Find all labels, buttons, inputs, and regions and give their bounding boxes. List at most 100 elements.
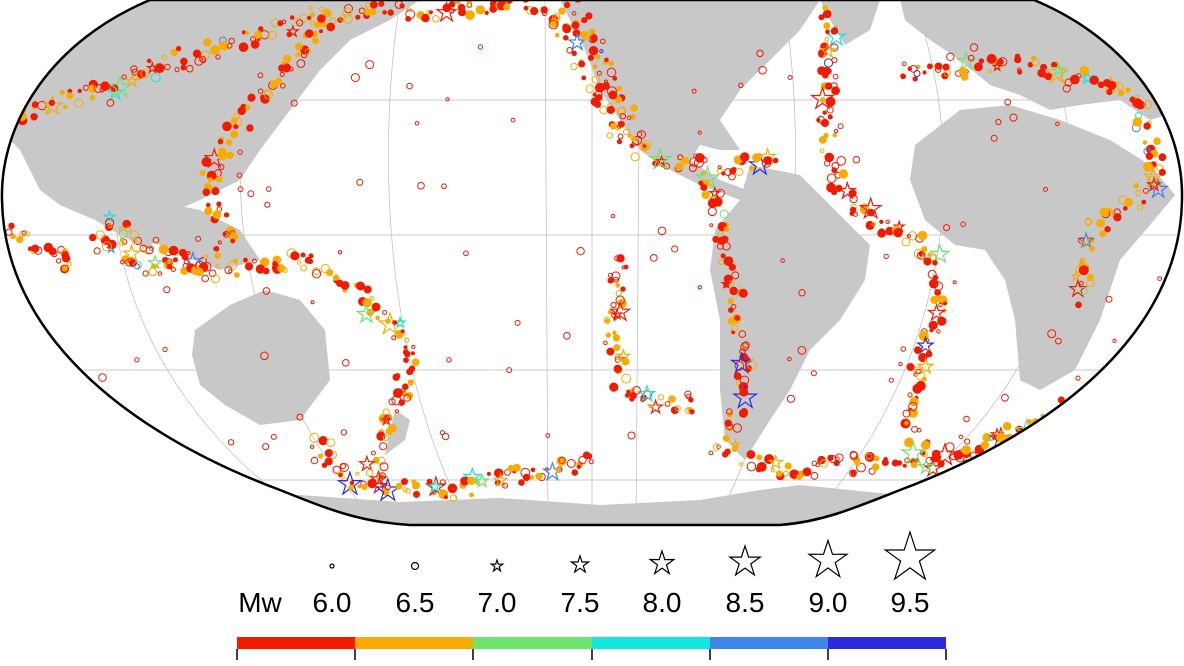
quake-dot <box>465 10 475 21</box>
quake-star <box>825 25 848 47</box>
quake-dot <box>822 110 827 115</box>
quake-dot <box>798 289 806 297</box>
quake-dot <box>63 104 68 110</box>
quake-dot <box>617 120 625 128</box>
quake-dot <box>739 387 749 397</box>
quake-dot <box>826 173 837 183</box>
quake-dot <box>852 155 861 164</box>
quake-star <box>648 147 673 171</box>
quake-dot <box>166 263 173 270</box>
quake-dot <box>578 60 586 68</box>
quake-dot <box>403 345 408 350</box>
quake-dot <box>885 219 890 225</box>
quake-dot <box>308 253 314 259</box>
quake-dot <box>93 247 101 255</box>
quake-dot <box>822 9 832 19</box>
quake-dot <box>458 8 466 17</box>
quake-dot <box>624 392 630 398</box>
quake-dot <box>827 114 833 120</box>
quake-dot <box>446 357 452 363</box>
quake-dot <box>227 260 238 271</box>
quake-dot <box>414 121 420 126</box>
quake-star <box>108 74 133 98</box>
quake-dot <box>310 300 315 305</box>
quake-dot <box>740 152 750 162</box>
quake-dot <box>277 264 286 273</box>
quake-dot <box>921 376 927 382</box>
quake-star <box>1145 176 1163 192</box>
quake-dot <box>394 409 400 414</box>
quake-dot <box>614 96 623 104</box>
quake-dot <box>922 70 927 75</box>
quake-dot <box>392 320 398 326</box>
quake-dot <box>674 405 681 412</box>
quake-star <box>581 29 594 42</box>
quake-dot <box>576 247 585 256</box>
quake-dot <box>756 462 767 472</box>
quake-dot <box>606 347 615 356</box>
quake-dot <box>322 8 332 18</box>
colorbar-segment <box>710 637 828 649</box>
quake-dot <box>130 65 138 73</box>
quake-dot <box>728 263 737 271</box>
quake-dot <box>309 444 315 449</box>
quake-dot <box>825 29 830 35</box>
quake-dot <box>594 54 601 60</box>
quake-dot <box>1079 65 1089 76</box>
quake-dot <box>802 467 812 477</box>
quake-dot <box>260 94 265 100</box>
quake-dot <box>237 106 246 116</box>
quake-dot <box>514 319 521 326</box>
quake-dot <box>730 303 737 310</box>
quake-dot <box>831 86 840 96</box>
quake-dot <box>168 245 179 256</box>
colorbar-segment <box>828 637 946 649</box>
quake-dot <box>294 52 300 58</box>
quake-dot <box>105 83 111 90</box>
quake-dot <box>378 474 383 479</box>
quake-dot <box>698 180 704 186</box>
quake-dot <box>585 453 593 460</box>
quake-dot <box>365 60 375 70</box>
quake-dot <box>61 254 71 263</box>
quake-dot <box>1079 257 1085 263</box>
quake-dot <box>615 295 625 305</box>
quake-dot <box>648 404 653 409</box>
quake-dot <box>585 84 595 94</box>
quake-dot <box>697 130 702 135</box>
quake-dot <box>370 450 376 456</box>
quake-dot <box>1075 406 1084 415</box>
quake-dot <box>129 230 140 240</box>
quake-dot <box>296 260 302 265</box>
quake-dot <box>402 383 409 391</box>
quake-dot <box>837 123 844 130</box>
quake-dot <box>1113 213 1122 222</box>
quake-dot <box>1075 375 1081 381</box>
quake-dot <box>592 92 597 97</box>
quake-dot <box>309 20 315 26</box>
quake-dot <box>369 296 375 301</box>
quake-dot <box>657 394 664 401</box>
quake-dot <box>685 393 692 400</box>
quake-dot <box>107 223 113 229</box>
quake-star <box>818 41 838 59</box>
quake-dot <box>227 439 235 446</box>
quake-dot <box>1153 137 1161 145</box>
quake-dot <box>593 100 602 108</box>
quake-dot <box>606 67 617 78</box>
quake-dot <box>901 237 911 247</box>
quake-dot <box>311 269 322 279</box>
legend-symbol <box>807 538 849 579</box>
quake-dot <box>1157 276 1163 282</box>
legend-symbol <box>410 561 420 571</box>
quake-dot <box>681 156 689 165</box>
quake-dot <box>245 104 251 111</box>
quake-dot <box>742 341 750 349</box>
quake-dot <box>819 148 825 154</box>
quake-dot <box>830 43 839 52</box>
quake-dot <box>1004 98 1012 106</box>
quake-dot <box>932 260 938 266</box>
quake-dot <box>756 49 764 58</box>
quake-star <box>357 454 376 472</box>
quake-star <box>955 50 977 71</box>
